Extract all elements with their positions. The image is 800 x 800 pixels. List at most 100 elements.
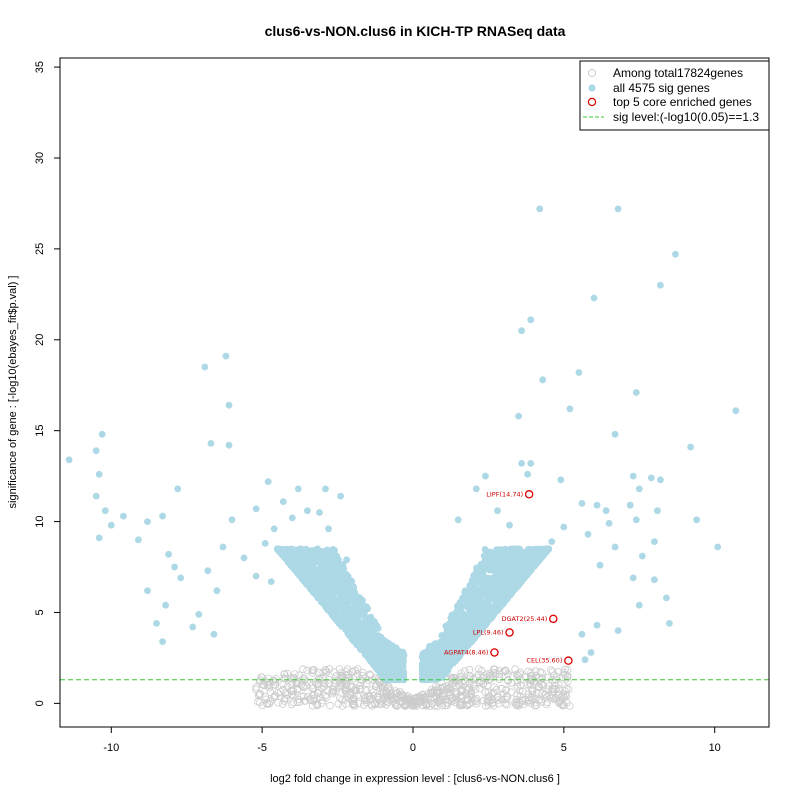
sig-gene-point: [626, 501, 634, 509]
sig-gene-point: [578, 500, 586, 507]
sig-gene-point: [539, 376, 547, 384]
background-gene-point: [392, 696, 401, 704]
sig-gene-point: [324, 604, 332, 612]
background-gene-point: [361, 694, 370, 702]
sig-gene-point: [482, 604, 489, 612]
sig-gene-point: [98, 430, 106, 438]
y-tick-label: 20: [34, 334, 46, 346]
sig-gene-point: [666, 620, 673, 627]
background-gene-point: [356, 681, 364, 690]
background-gene-point: [313, 700, 321, 709]
background-gene-point: [291, 675, 299, 683]
background-gene-point: [343, 684, 351, 693]
background-gene-point: [279, 680, 288, 688]
sig-gene-point: [346, 612, 353, 619]
sig-gene-point: [171, 563, 179, 571]
background-gene-point: [314, 679, 323, 688]
sig-gene-point: [647, 474, 655, 482]
top-gene-point: [524, 490, 534, 499]
sig-gene-point: [452, 644, 459, 652]
y-axis: 0 5 10 15 20 25 30 35: [34, 61, 61, 706]
background-gene-point: [353, 665, 362, 673]
sig-gene-point: [494, 559, 501, 566]
sig-gene-point: [107, 521, 115, 529]
background-gene-point: [547, 666, 555, 674]
background-gene-point: [501, 699, 510, 708]
sig-gene-point: [307, 550, 314, 558]
sig-gene-point: [459, 616, 466, 623]
background-gene-point: [554, 690, 563, 698]
background-gene-point: [341, 695, 350, 704]
sig-gene-point: [279, 547, 287, 555]
background-gene-point: [278, 700, 287, 708]
sig-gene-point: [472, 485, 480, 493]
background-gene-point: [513, 691, 521, 699]
sig-gene-point: [195, 610, 203, 618]
sig-gene-point: [505, 548, 513, 555]
background-gene-point: [516, 670, 524, 679]
background-gene-point: [465, 679, 474, 688]
background-gene-point: [559, 691, 568, 699]
sig-gene-point: [428, 646, 436, 653]
sig-gene-point: [350, 626, 358, 634]
sig-gene-point: [343, 556, 350, 564]
background-gene-point: [515, 686, 524, 695]
background-gene-point: [536, 668, 545, 676]
background-gene-point: [381, 693, 389, 702]
sig-gene-point: [443, 627, 451, 635]
background-gene-point: [333, 683, 342, 692]
sig-gene-point: [491, 568, 499, 576]
sig-gene-point: [328, 595, 336, 603]
sig-gene-point: [590, 294, 598, 302]
background-gene-point: [433, 702, 442, 710]
sig-gene-point: [494, 600, 502, 608]
sig-gene-point: [505, 556, 513, 564]
y-tick-label: 10: [34, 515, 46, 527]
sig-gene-point: [593, 501, 601, 509]
sig-gene-point: [449, 635, 457, 643]
background-gene-point: [487, 672, 495, 681]
sig-gene-point: [489, 576, 497, 584]
sig-gene-point: [366, 630, 373, 638]
sig-gene-point: [101, 507, 109, 515]
background-gene-point: [344, 673, 353, 682]
sig-gene-point: [441, 639, 449, 646]
sig-gene-point: [506, 521, 513, 529]
sig-gene-point: [687, 443, 694, 451]
background-gene-point: [371, 682, 380, 691]
y-tick-label: 30: [34, 152, 46, 164]
background-gene-point: [335, 665, 344, 673]
sig-gene-point: [422, 676, 429, 683]
sig-gene-point: [201, 363, 209, 371]
background-gene-point: [428, 687, 437, 696]
sig-gene-point: [311, 546, 318, 554]
background-gene-point: [332, 687, 340, 696]
sig-gene-point: [596, 561, 604, 569]
background-gene-point: [484, 688, 493, 697]
sig-gene-point: [261, 540, 269, 547]
sig-gene-point: [421, 656, 428, 663]
y-tick-label: 5: [34, 609, 46, 615]
background-gene-point: [530, 677, 538, 685]
sig-gene-point: [455, 653, 463, 661]
background-gene-point: [387, 691, 396, 700]
sig-gene-point: [311, 587, 319, 594]
sig-gene-point: [602, 507, 610, 515]
sig-gene-point: [213, 587, 221, 595]
sig-gene-point: [297, 545, 304, 553]
sig-gene-point: [355, 611, 363, 619]
sig-gene-point: [366, 625, 374, 632]
sig-gene-point: [322, 485, 329, 493]
sig-gene-point: [638, 552, 646, 560]
chart-title: clus6-vs-NON.clus6 in KICH-TP RNASeq dat…: [265, 23, 566, 39]
y-tick-label: 25: [34, 243, 46, 255]
background-gene-point: [282, 694, 290, 703]
background-gene-point: [410, 700, 418, 709]
sig-gene-point: [527, 316, 535, 324]
sig-gene-point: [332, 606, 339, 613]
background-gene-point: [342, 681, 351, 690]
background-gene-point: [456, 691, 465, 700]
sig-gene-point: [663, 594, 670, 602]
sig-gene-point: [396, 673, 404, 681]
background-gene-point: [555, 685, 564, 693]
